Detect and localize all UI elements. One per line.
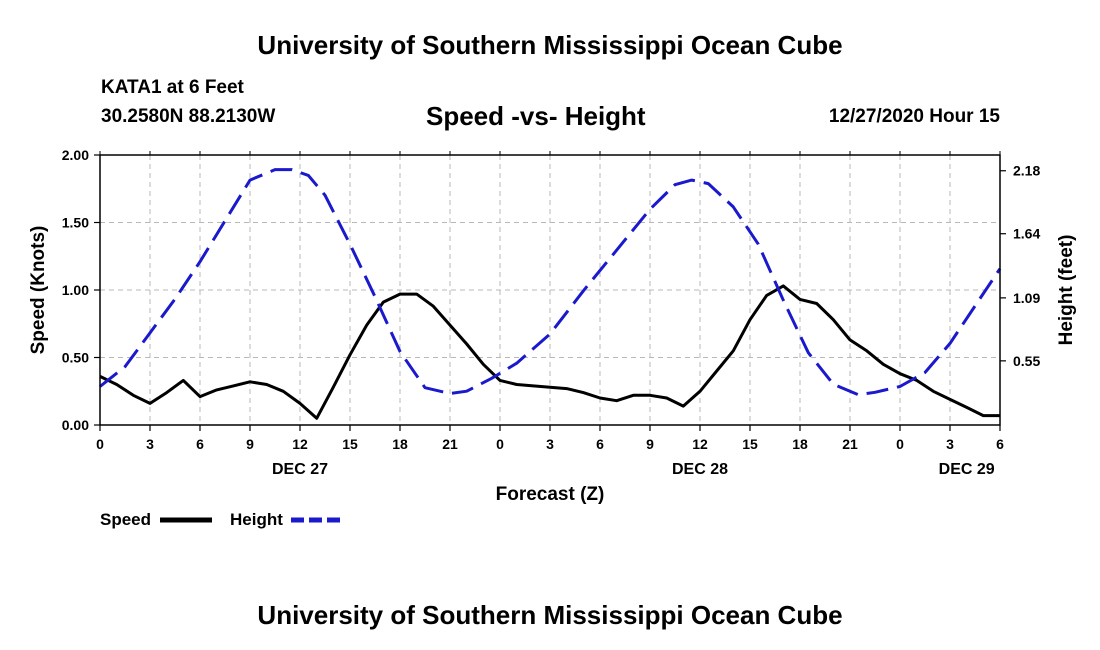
- x-tick-label: 6: [196, 436, 204, 452]
- x-tick-label: 0: [96, 436, 104, 452]
- y-tick-label: 0.00: [62, 417, 89, 433]
- date-label: DEC 28: [672, 461, 728, 478]
- y-tick-label: 1.50: [62, 215, 89, 231]
- x-tick-label: 12: [692, 436, 708, 452]
- station-name: KATA1 at 6 Feet: [101, 77, 244, 98]
- chart-grid: [100, 155, 1000, 425]
- y-tick-label: 2.00: [62, 147, 89, 163]
- chart-series: [99, 168, 1002, 420]
- y2-tick-label: 1.09: [1013, 290, 1040, 306]
- x-tick-label: 9: [646, 436, 654, 452]
- x-tick-label: 3: [946, 436, 954, 452]
- page-title: University of Southern Mississippi Ocean…: [257, 30, 843, 60]
- x-tick-label: 6: [996, 436, 1004, 452]
- x-axis-label: Forecast (Z): [496, 484, 605, 505]
- station-coordinates: 30.2580N 88.2130W: [101, 106, 276, 127]
- x-tick-label: 3: [546, 436, 554, 452]
- x-tick-label: 18: [792, 436, 808, 452]
- x-tick-label: 15: [342, 436, 358, 452]
- x-tick-label: 21: [842, 436, 858, 452]
- y2-axis-label: Height (feet): [1056, 235, 1077, 346]
- x-tick-label: 0: [496, 436, 504, 452]
- chart-ticks: 0 3 6 9 12 15 18 21 0 3 6 9 12 15 18 21 0 3 6 0.00 0.50 1.00 1…: [62, 147, 1041, 478]
- page-footer: University of Southern Mississippi Ocean…: [257, 600, 843, 630]
- date-label: DEC 29: [939, 461, 995, 478]
- y2-tick-label: 1.64: [1013, 226, 1040, 242]
- date-label: DEC 27: [272, 461, 328, 478]
- x-tick-label: 21: [442, 436, 458, 452]
- height-series-line: [99, 168, 1002, 397]
- speed-series-line: [99, 284, 1000, 420]
- chart-title: Speed -vs- Height: [426, 101, 646, 131]
- x-tick-label: 9: [246, 436, 254, 452]
- forecast-datetime: 12/27/2020 Hour 15: [828, 106, 1000, 127]
- x-tick-label: 6: [596, 436, 604, 452]
- y2-tick-label: 0.55: [1013, 353, 1040, 369]
- y-tick-label: 0.50: [62, 350, 89, 366]
- y-axis-label: Speed (Knots): [28, 226, 49, 355]
- x-tick-label: 0: [896, 436, 904, 452]
- x-tick-label: 18: [392, 436, 408, 452]
- y-tick-label: 1.00: [62, 282, 89, 298]
- x-tick-label: 3: [146, 436, 154, 452]
- x-tick-label: 15: [742, 436, 758, 452]
- legend-height-label: Height: [230, 510, 283, 529]
- y2-tick-label: 2.18: [1013, 163, 1040, 179]
- legend: Speed Height: [100, 510, 343, 529]
- x-tick-label: 12: [292, 436, 308, 452]
- legend-speed-label: Speed: [100, 510, 151, 529]
